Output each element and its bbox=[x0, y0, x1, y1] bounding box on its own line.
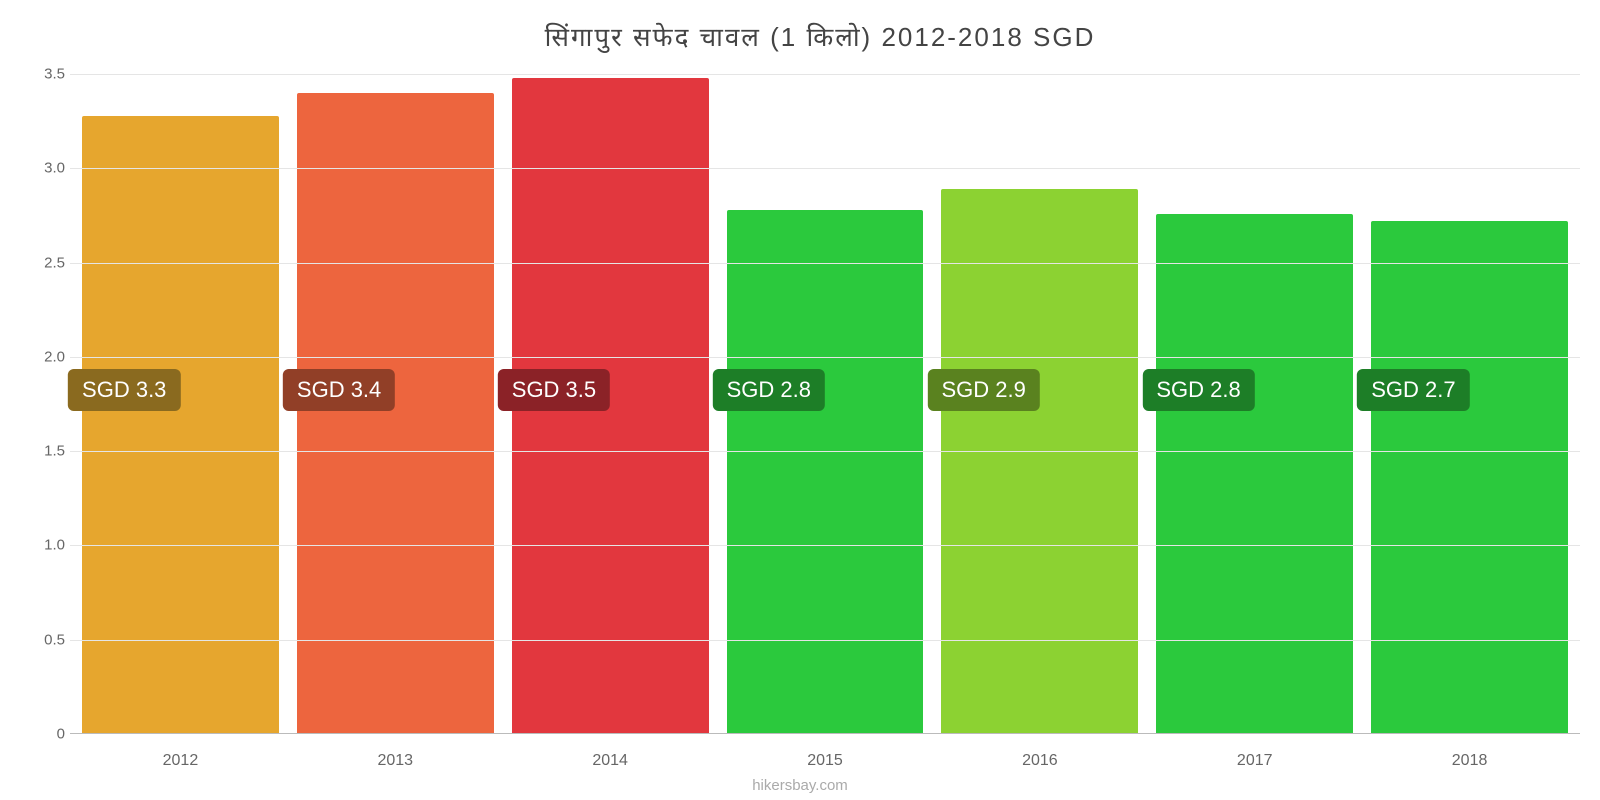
attribution: hikersbay.com bbox=[0, 777, 1600, 794]
bar-slot: SGD 3.4 bbox=[297, 74, 494, 734]
bars-group: SGD 3.3SGD 3.4SGD 3.5SGD 2.8SGD 2.9SGD 2… bbox=[70, 74, 1580, 734]
bar bbox=[82, 116, 279, 735]
bar-value-label: SGD 2.8 bbox=[713, 369, 825, 411]
bar bbox=[297, 93, 494, 734]
x-axis: 2012 2013 2014 2015 2016 2017 2018 bbox=[70, 752, 1580, 770]
y-tick: 2.5 bbox=[25, 254, 65, 271]
y-tick: 0.5 bbox=[25, 631, 65, 648]
bar bbox=[941, 189, 1138, 734]
grid-line bbox=[70, 168, 1580, 169]
bar bbox=[727, 210, 924, 734]
bar-slot: SGD 2.9 bbox=[941, 74, 1138, 734]
y-axis: 00.51.01.52.02.53.03.5 bbox=[25, 74, 65, 734]
grid-line bbox=[70, 74, 1580, 75]
bar-slot: SGD 3.5 bbox=[512, 74, 709, 734]
bar-slot: SGD 2.7 bbox=[1371, 74, 1568, 734]
grid-line bbox=[70, 357, 1580, 358]
x-tick: 2015 bbox=[727, 752, 924, 770]
y-tick: 3.5 bbox=[25, 66, 65, 83]
chart-title: सिंगापुर सफेद चावल (1 किलो) 2012-2018 SG… bbox=[60, 10, 1580, 74]
y-tick: 1.0 bbox=[25, 537, 65, 554]
x-tick: 2016 bbox=[941, 752, 1138, 770]
grid-line bbox=[70, 640, 1580, 641]
plot-area: 00.51.01.52.02.53.03.5 SGD 3.3SGD 3.4SGD… bbox=[70, 74, 1580, 734]
x-tick: 2014 bbox=[512, 752, 709, 770]
chart-container: सिंगापुर सफेद चावल (1 किलो) 2012-2018 SG… bbox=[60, 10, 1580, 740]
bar-slot: SGD 3.3 bbox=[82, 74, 279, 734]
x-tick: 2012 bbox=[82, 752, 279, 770]
bar bbox=[1156, 214, 1353, 734]
y-tick: 1.5 bbox=[25, 443, 65, 460]
bar-slot: SGD 2.8 bbox=[727, 74, 924, 734]
bar-value-label: SGD 2.8 bbox=[1142, 369, 1254, 411]
bar bbox=[1371, 221, 1568, 734]
x-tick: 2017 bbox=[1156, 752, 1353, 770]
baseline bbox=[70, 733, 1580, 734]
bar-value-label: SGD 3.4 bbox=[283, 369, 395, 411]
grid-line bbox=[70, 545, 1580, 546]
bar-value-label: SGD 2.7 bbox=[1357, 369, 1469, 411]
grid-line bbox=[70, 451, 1580, 452]
x-tick: 2018 bbox=[1371, 752, 1568, 770]
bar-slot: SGD 2.8 bbox=[1156, 74, 1353, 734]
bar-value-label: SGD 3.3 bbox=[68, 369, 180, 411]
y-tick: 0 bbox=[25, 726, 65, 743]
y-tick: 3.0 bbox=[25, 160, 65, 177]
bar-value-label: SGD 3.5 bbox=[498, 369, 610, 411]
y-tick: 2.0 bbox=[25, 348, 65, 365]
grid-line bbox=[70, 263, 1580, 264]
bar-value-label: SGD 2.9 bbox=[927, 369, 1039, 411]
x-tick: 2013 bbox=[297, 752, 494, 770]
